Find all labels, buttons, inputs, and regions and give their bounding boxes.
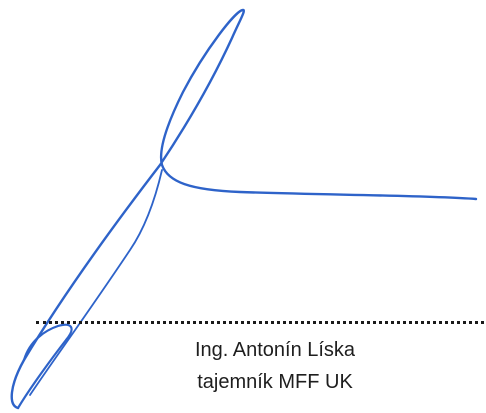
signatory-title: tajemník MFF UK bbox=[197, 371, 353, 393]
signatory-name: Ing. Antonín Líska bbox=[194, 339, 356, 361]
signature-main-stroke bbox=[10, 8, 478, 410]
signature-descender bbox=[29, 169, 163, 396]
signature-line bbox=[36, 321, 484, 324]
signature-strokes bbox=[10, 8, 478, 410]
signature-lower-loop bbox=[16, 323, 73, 410]
